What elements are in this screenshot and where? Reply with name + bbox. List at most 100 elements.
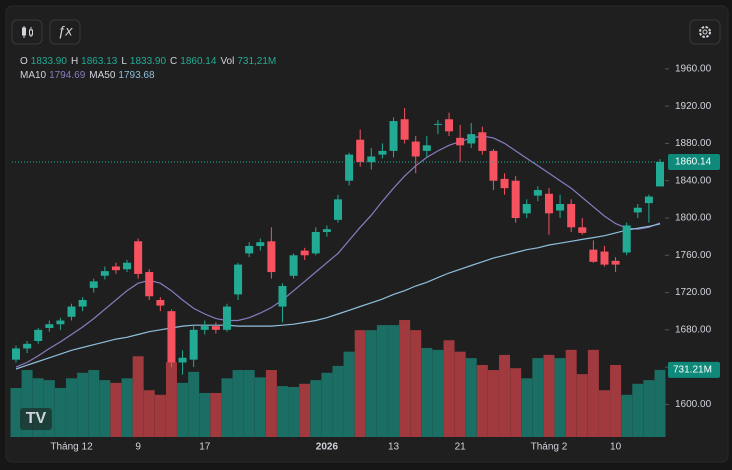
legend-value: 1833.90	[31, 56, 68, 67]
volume-bar	[576, 374, 588, 437]
volume-bar	[610, 364, 622, 437]
candle-body	[211, 326, 220, 330]
candle-body	[100, 271, 109, 276]
volume-bar	[232, 370, 244, 437]
volume-bar	[66, 378, 78, 437]
candle-body	[123, 262, 132, 270]
last-price-tag	[668, 153, 720, 170]
last-price-label: 1860.14	[675, 157, 712, 168]
volume-bar	[554, 358, 566, 437]
volume-bar	[99, 380, 111, 437]
y-tick-label: 1760.00	[675, 250, 712, 261]
ma-line	[15, 223, 661, 370]
volume-bar	[288, 387, 300, 437]
last-volume-tag	[668, 361, 720, 378]
volume-bar	[399, 320, 411, 437]
volume-bar	[354, 330, 366, 437]
volume-bar	[410, 330, 422, 437]
candle-body	[589, 249, 598, 262]
candle-body	[45, 324, 54, 328]
candle-body	[633, 207, 642, 213]
volume-bar	[165, 362, 177, 437]
candle-body	[278, 286, 287, 307]
candle-body	[256, 242, 265, 246]
candle-body	[56, 320, 65, 325]
volume-bar	[632, 383, 644, 437]
candle-icon	[22, 26, 33, 38]
legend-label: C	[170, 56, 177, 67]
candle-body	[478, 132, 487, 151]
volume-bar	[499, 354, 511, 437]
volume-bar	[199, 392, 211, 437]
x-tick-label: 21	[455, 442, 467, 453]
x-tick-label: Tháng 12	[50, 442, 93, 453]
candle-body	[500, 178, 509, 189]
candle-body	[67, 306, 76, 317]
volume-bar	[321, 372, 333, 437]
chart-type-button[interactable]	[11, 19, 43, 45]
candle-body	[156, 300, 165, 306]
candle-body	[300, 250, 309, 256]
indicators-button[interactable]	[49, 19, 81, 45]
volume-bar	[143, 390, 155, 437]
y-tick-label: 1720.00	[675, 287, 712, 298]
candle-body	[234, 264, 243, 295]
legend-value: 1863.13	[81, 56, 118, 67]
candle-body	[245, 245, 254, 254]
gear-icon-center	[702, 29, 708, 35]
legend-label: H	[71, 56, 78, 67]
candle-body	[189, 329, 198, 360]
candle-body	[23, 343, 32, 349]
y-tick-label: 1880.00	[675, 138, 712, 149]
candle-body	[433, 123, 442, 125]
volume-bar	[177, 382, 189, 437]
volume-bar	[77, 372, 89, 437]
candle-body	[200, 326, 209, 330]
volume-bar	[188, 371, 200, 437]
volume-bar	[243, 370, 255, 437]
y-tick-label: 1680.00	[675, 324, 712, 335]
settings-button[interactable]	[689, 19, 721, 45]
legend-value: 1793.68	[118, 70, 155, 81]
candle-body	[445, 119, 454, 132]
volume-bar	[598, 390, 610, 437]
candle-body	[544, 193, 553, 214]
y-tick-label: 1920.00	[675, 101, 712, 112]
candle-body	[578, 227, 587, 233]
candle-body	[422, 145, 431, 151]
y-tick-label: 1840.00	[675, 175, 712, 186]
candle-body	[267, 241, 276, 273]
panel	[5, 5, 729, 463]
volume-bar	[10, 388, 22, 437]
candle-body	[322, 229, 331, 232]
y-tick-label: 1600.00	[675, 399, 712, 410]
volume-bar	[88, 370, 100, 437]
volume-bar	[654, 369, 666, 437]
candle-body	[600, 251, 609, 265]
volume-bar	[521, 378, 533, 437]
candle-body	[611, 260, 620, 265]
candle-body	[489, 150, 498, 181]
x-tick-label: 13	[388, 442, 400, 453]
x-tick-label: 2026	[316, 442, 339, 453]
fx-icon: ƒx	[58, 23, 74, 39]
candle-body	[467, 134, 476, 144]
x-tick-label: 10	[610, 442, 622, 453]
legend-row: O 1833.90 H 1863.13 L 1833.90 C 1860.14 Vol 731,2…	[20, 56, 276, 67]
volume-bar	[132, 356, 144, 437]
volume-bar	[276, 386, 288, 437]
volume-bar	[299, 383, 311, 437]
x-tick-label: 17	[199, 442, 211, 453]
volume-bar	[487, 370, 499, 437]
legend-value: 1794.69	[49, 70, 86, 81]
legend-value: 1833.90	[130, 56, 167, 67]
candle-body	[12, 348, 20, 360]
tv-logo: TV	[20, 408, 52, 430]
volume-bar	[265, 370, 277, 437]
volume-bar	[310, 380, 322, 437]
volume-bar	[510, 368, 522, 437]
candle-body	[167, 311, 176, 363]
volume-bar	[21, 370, 33, 437]
volume-bar	[443, 340, 455, 437]
candle-body	[345, 154, 354, 181]
